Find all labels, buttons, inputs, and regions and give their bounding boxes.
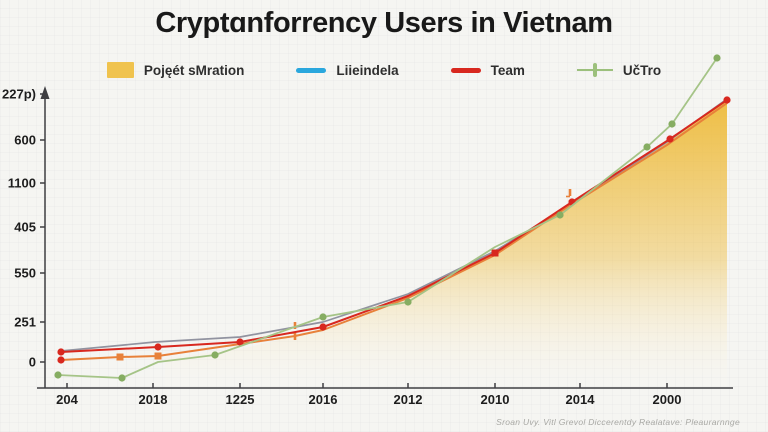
chart-footnote: Sroan Uvy. Vitl Grevol Diccerentdy Reala…: [496, 417, 740, 427]
green-line: [54, 54, 721, 382]
x-tick-label: 2018: [139, 392, 168, 407]
x-tick-label: 2012: [394, 392, 423, 407]
legend-swatch-green-line-marker-icon: [576, 62, 613, 78]
x-tick-label: 2000: [653, 392, 682, 407]
y-tick-label: 550: [14, 266, 36, 281]
legend-item-blue-line: Liieindela: [296, 62, 399, 78]
x-tick-label: 2010: [481, 392, 510, 407]
legend-item-projection: Pojęét sMration: [106, 62, 245, 78]
y-tick-label: 1100: [8, 176, 36, 191]
y-tick-label: 251: [14, 315, 36, 330]
projection-area: [165, 100, 727, 387]
y-axis-arrow-icon: [40, 86, 50, 99]
x-tick-label: 204: [56, 392, 78, 407]
legend-swatch-blue-line-icon: [296, 67, 327, 73]
axes: [37, 86, 733, 389]
legend-label: Liieindela: [336, 62, 399, 78]
red-line: [57, 96, 731, 364]
x-tick-label: 2016: [309, 392, 338, 407]
legend-swatch-red-line-icon: [450, 67, 481, 73]
gray-line: [60, 98, 728, 352]
legend-label: Pojęét sMration: [143, 62, 245, 78]
x-tick-label: 2014: [566, 392, 596, 407]
legend-label: Team: [490, 62, 525, 78]
y-tick-label: 600: [14, 133, 36, 148]
y-tick-label: 227p): [2, 87, 36, 102]
x-tick-label: 1225: [226, 392, 255, 407]
chart-legend: Pojęét sMration Liieindela Team UčTro: [0, 58, 768, 82]
legend-item-red-line: Team: [450, 62, 525, 78]
y-tick-label: 405: [14, 220, 36, 235]
chart-title: Cryptɑnforrency Users in Vietnam: [155, 7, 613, 39]
legend-item-green-line: UčTro: [576, 62, 662, 78]
y-tick-label: 0: [29, 355, 36, 370]
legend-swatch-area-icon: [106, 62, 134, 78]
tick-labels: 0 251 550 405 1100 600 227p) 204 2018 1225 2016 201…: [2, 87, 681, 408]
legend-label: UčTro: [622, 62, 662, 78]
